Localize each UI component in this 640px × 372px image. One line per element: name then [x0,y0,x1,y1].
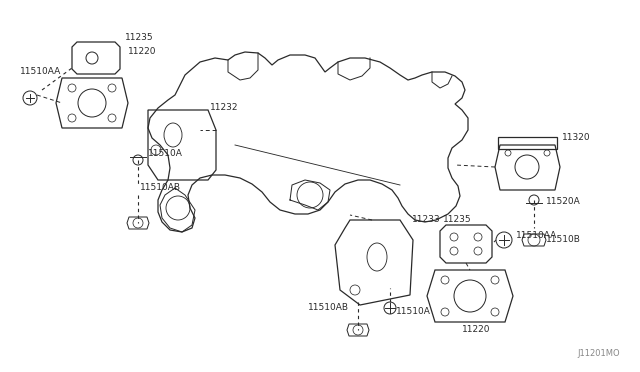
Text: 11220: 11220 [462,326,490,334]
Text: 11233: 11233 [412,215,440,224]
Text: 11510A: 11510A [148,150,183,158]
Text: 11510AB: 11510AB [140,183,181,192]
Text: 11235: 11235 [443,215,472,224]
Text: J11201MO: J11201MO [577,349,620,358]
Text: 11320: 11320 [562,134,591,142]
Text: 11510AA: 11510AA [516,231,557,241]
Text: 11232: 11232 [210,103,239,112]
Text: 11510AA: 11510AA [20,67,61,77]
Text: 11235: 11235 [125,33,154,42]
Text: 11520A: 11520A [546,198,580,206]
Text: 11510AB: 11510AB [308,304,349,312]
Text: 11220: 11220 [128,48,157,57]
Text: 11510A: 11510A [396,308,431,317]
Text: 11510B: 11510B [546,235,581,244]
